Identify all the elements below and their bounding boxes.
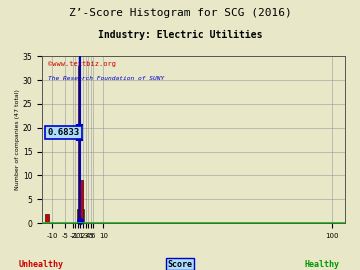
Text: Z’-Score Histogram for SCG (2016): Z’-Score Histogram for SCG (2016) (69, 8, 291, 18)
Text: Healthy: Healthy (305, 260, 340, 269)
Bar (78, 66, 80, 223)
Bar (45, 214, 49, 223)
Bar (77, 209, 78, 223)
Text: Industry: Electric Utilities: Industry: Electric Utilities (98, 30, 262, 40)
Text: Score: Score (167, 260, 193, 269)
Bar (80, 180, 83, 223)
Text: ©www.textbiz.org: ©www.textbiz.org (48, 61, 116, 67)
Text: The Research Foundation of SUNY: The Research Foundation of SUNY (48, 76, 165, 81)
Y-axis label: Number of companies (47 total): Number of companies (47 total) (15, 89, 20, 190)
Text: 0.6833: 0.6833 (47, 128, 79, 137)
Bar (83, 209, 84, 223)
Text: Unhealthy: Unhealthy (19, 260, 64, 269)
